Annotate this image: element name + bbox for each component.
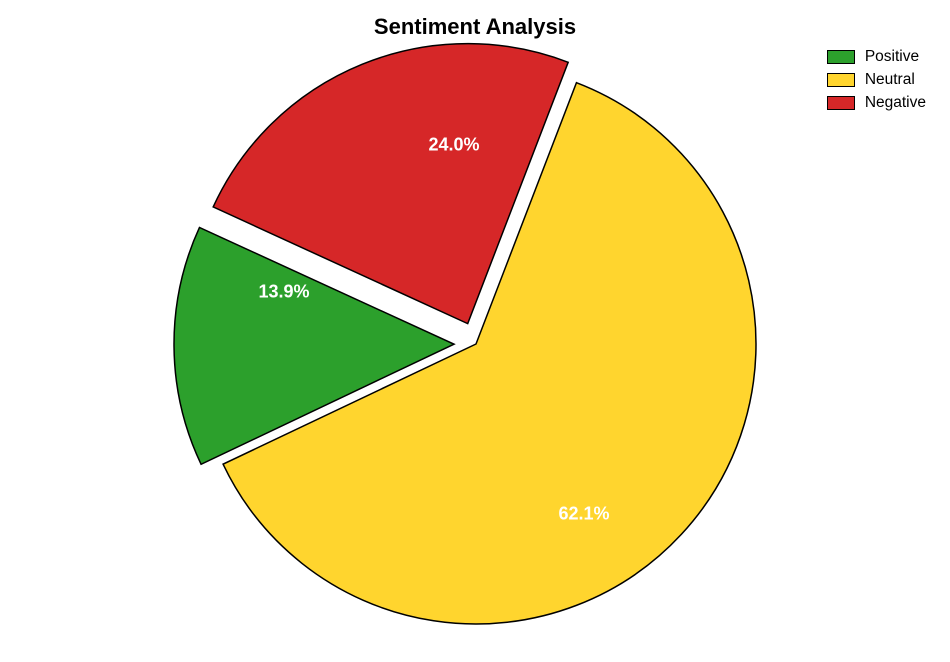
slice-label-positive: 13.9%: [258, 282, 309, 303]
legend-item-neutral: Neutral: [827, 71, 926, 89]
slice-label-neutral: 62.1%: [558, 504, 609, 525]
slice-label-negative: 24.0%: [428, 135, 479, 156]
legend-item-positive: Positive: [827, 48, 926, 66]
legend-label: Positive: [865, 48, 919, 66]
legend-label: Negative: [865, 94, 926, 112]
legend-swatch-positive: [827, 50, 855, 64]
legend-item-negative: Negative: [827, 94, 926, 112]
legend: Positive Neutral Negative: [827, 48, 926, 112]
legend-swatch-negative: [827, 96, 855, 110]
pie-chart: [0, 0, 950, 662]
legend-swatch-neutral: [827, 73, 855, 87]
legend-label: Neutral: [865, 71, 915, 89]
